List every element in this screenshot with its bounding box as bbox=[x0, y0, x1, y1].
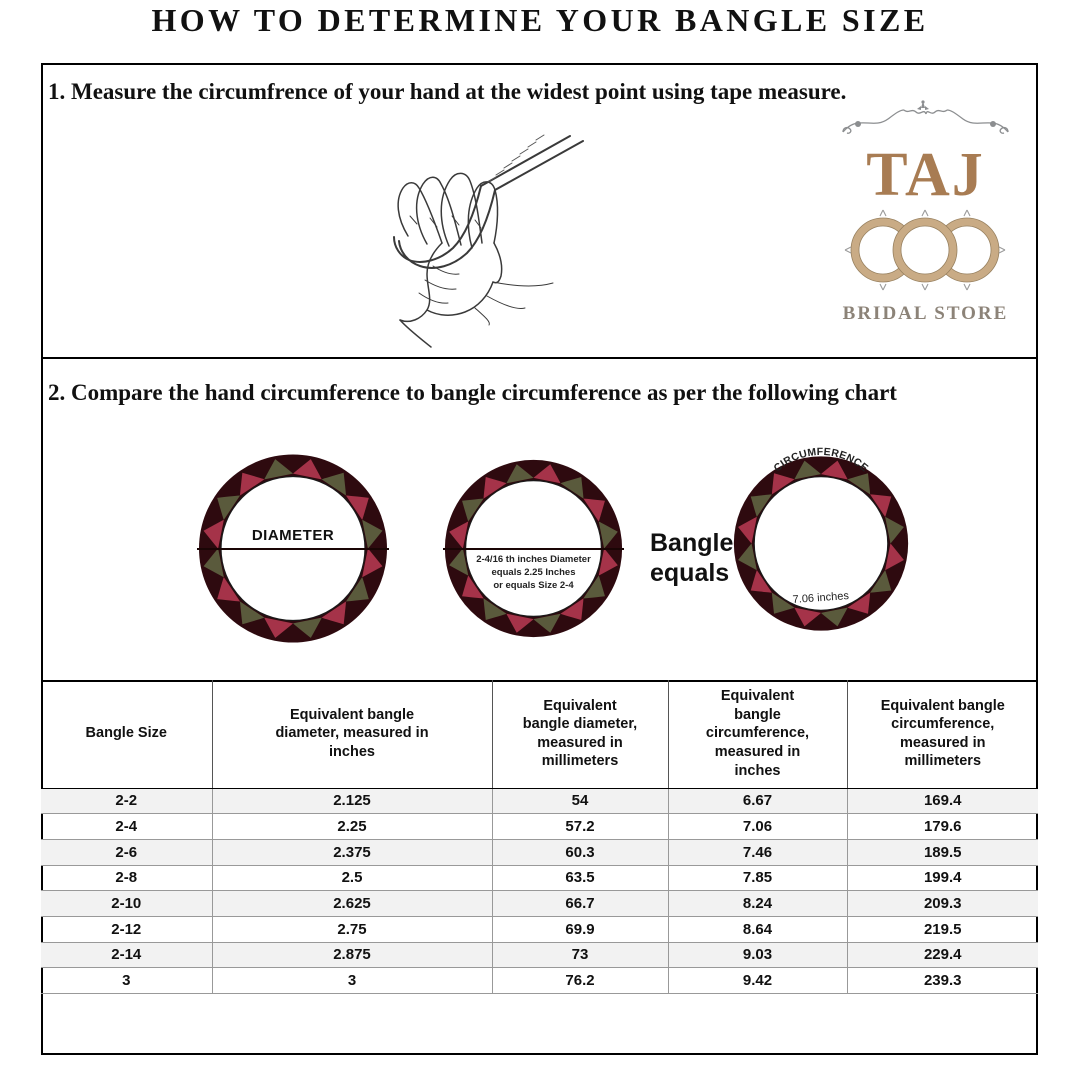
svg-text:CIRCUMFERENCE: CIRCUMFERENCE bbox=[771, 446, 870, 475]
svg-text:7.06 inches: 7.06 inches bbox=[792, 590, 849, 606]
